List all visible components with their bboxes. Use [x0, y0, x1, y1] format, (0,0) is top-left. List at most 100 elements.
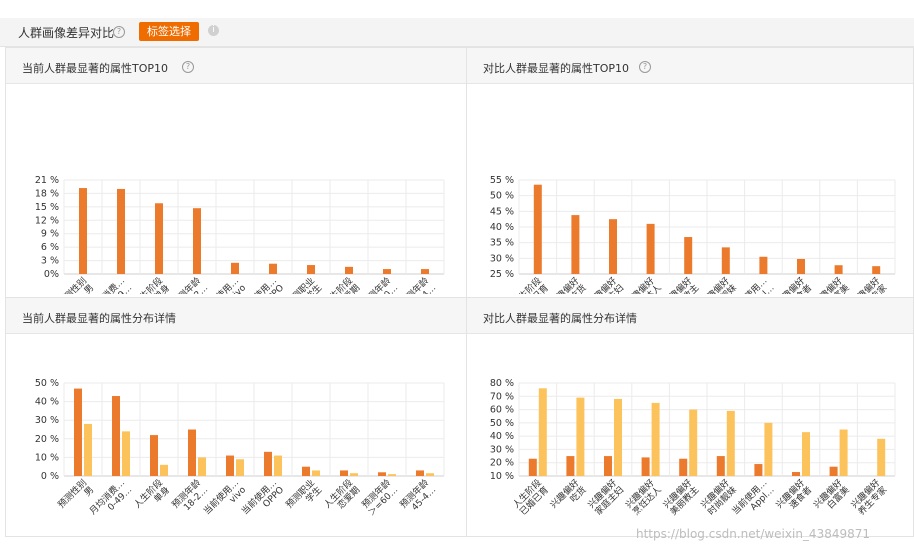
bar [538, 388, 547, 476]
bar [792, 472, 800, 476]
x-tick-label: 当前使用…vivo [201, 476, 249, 524]
bar [307, 265, 315, 274]
x-tick-label-line: 男 [82, 282, 96, 294]
bar [689, 409, 698, 476]
help-icon[interactable]: ? [639, 61, 651, 73]
x-tick-label: 兴趣偏好白富美 [811, 275, 852, 294]
x-tick-label-line: OPPO [261, 283, 286, 294]
bar [759, 256, 768, 274]
help-icon[interactable]: ? [113, 26, 125, 38]
y-tick-label: 70 % [490, 391, 514, 402]
panel-title: 对比人群最显著的属性分布详情 [483, 312, 637, 325]
x-tick-label: 预测年龄45-4… [397, 477, 438, 518]
y-tick-label: 3 % [41, 256, 59, 267]
bar [274, 455, 282, 476]
bar [877, 438, 886, 476]
bar [716, 456, 725, 476]
tag-select-button[interactable]: 标签选择 [139, 22, 199, 41]
x-tick-label: 预测年龄＞=60… [358, 477, 400, 519]
y-tick-label: 0% [44, 269, 59, 280]
x-tick-label: 当前使用…Appl… [729, 477, 776, 524]
y-tick-label: 50 % [490, 191, 514, 202]
bar [350, 473, 358, 476]
bar [340, 470, 348, 476]
bar [117, 188, 125, 274]
bar [74, 388, 82, 476]
bar [155, 203, 163, 274]
bar [839, 429, 848, 476]
bar [193, 208, 201, 274]
y-tick-label: 40 % [35, 397, 59, 408]
y-tick-label: 10 % [35, 452, 59, 463]
bar [302, 466, 310, 476]
x-tick-label: 兴趣偏好美丽教主 [660, 477, 701, 518]
x-tick-label-line: Appl… [749, 283, 777, 294]
x-tick-label: 预测年龄18-2… [169, 275, 210, 294]
bar [829, 466, 838, 476]
x-tick-label: 预测职业学生 [284, 477, 324, 517]
bar [797, 258, 805, 274]
bar [651, 402, 660, 476]
bar [571, 215, 580, 274]
x-tick-label: 兴趣偏好吃货 [548, 275, 589, 294]
bar [872, 266, 881, 274]
x-tick-label: 兴趣偏好烹饪达人 [623, 275, 664, 294]
bar [834, 265, 843, 274]
bar [528, 458, 537, 476]
panel-header: 对比人群最显著的属性TOP10 ? [467, 48, 913, 84]
bar [754, 464, 763, 476]
y-tick-label: 50 % [490, 418, 514, 429]
bar [416, 470, 424, 476]
x-tick-label: 人生阶段已婚已育 [510, 275, 551, 294]
bar [721, 247, 730, 274]
x-tick-label: 兴趣偏好白富美 [811, 477, 852, 518]
bar [604, 456, 612, 476]
bar [388, 474, 396, 476]
y-tick-label: 40 % [490, 222, 514, 233]
bar [764, 422, 773, 476]
watermark: https://blog.csdn.net/weixin_43849871 [636, 527, 871, 541]
x-tick-label: 预测性别男 [55, 275, 96, 294]
bar [84, 423, 92, 476]
top-toolbar: 人群画像差异对比 ? 标签选择 i [0, 18, 914, 47]
y-tick-label: 30 % [35, 415, 59, 426]
y-tick-label: 80 % [490, 378, 514, 389]
bar [614, 398, 622, 476]
bar [226, 455, 234, 476]
bar [684, 237, 693, 274]
y-tick-label: 0 % [41, 471, 59, 482]
y-tick-label: 25 % [490, 269, 514, 280]
x-tick-label: 预测年龄45-4… [397, 275, 438, 294]
x-tick-label: 月均消费…0-49… [87, 477, 134, 524]
panel-compare-top10: 对比人群最显著的属性TOP10 ? 25 % 30 % 35 % 40 % 45 % 50… [466, 47, 914, 298]
panel-current-top10: 当前人群最显著的属性TOP10 ? 0% 3 % 6 % 9 % 12 % 15 % 18 … [5, 47, 467, 298]
panel-header: 对比人群最显著的属性分布详情 [467, 298, 913, 334]
x-tick-label: 兴趣偏好家庭主妇 [585, 275, 626, 294]
bar [312, 470, 320, 476]
bar [641, 457, 650, 476]
y-tick-label: 12 % [35, 215, 59, 226]
x-tick-label: 人生阶段单身 [131, 477, 172, 518]
y-tick-label: 40 % [490, 431, 514, 442]
help-icon[interactable]: ? [182, 61, 194, 73]
bar-chart-compare-distribution: 10 % 20 % 30 % 40 % 50 % 60 % 70 % 80 % 人生阶段已婚已育… [490, 378, 896, 524]
y-tick-label: 55 % [490, 175, 514, 186]
y-tick-label: 45 % [490, 206, 514, 217]
y-tick-label: 15 % [35, 202, 59, 213]
y-tick-label: 20 % [490, 458, 514, 469]
bar [383, 269, 391, 274]
info-icon[interactable]: i [208, 25, 219, 36]
x-tick-label: 兴趣偏好时尚靓妹 [698, 275, 739, 294]
x-tick-label: 兴趣偏好烹饪达人 [623, 477, 664, 518]
bar [576, 397, 585, 476]
bar [236, 459, 244, 476]
panel-title: 对比人群最显著的属性TOP10 [483, 62, 630, 75]
bar [679, 458, 688, 476]
x-tick-label: 预测职业学生 [284, 275, 324, 294]
bar [79, 188, 87, 274]
bar [378, 472, 386, 476]
x-tick-label: 人生阶段恋爱期 [321, 275, 362, 294]
bar [726, 410, 735, 476]
y-tick-label: 30 % [490, 253, 514, 264]
bar [269, 263, 277, 274]
